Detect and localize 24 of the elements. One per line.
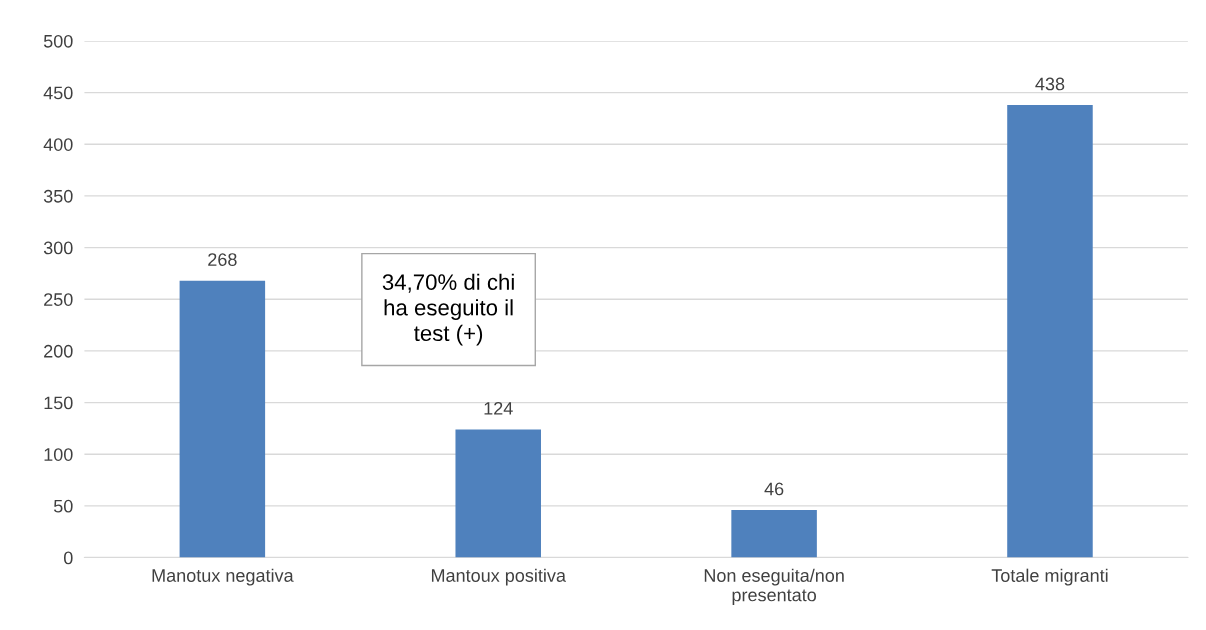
x-tick-label: Mantoux positiva <box>431 568 566 586</box>
data-label: 268 <box>208 253 237 266</box>
bar <box>455 429 541 558</box>
y-tick-label: 350 <box>43 189 73 203</box>
y-tick-label: 450 <box>43 86 73 100</box>
y-tick-label: 400 <box>43 138 73 151</box>
y-tick-label: 250 <box>44 293 73 306</box>
y-tick-label: 150 <box>44 396 73 410</box>
annotation: 34,70% di chi ha eseguito il test (+) <box>382 273 514 346</box>
bar <box>1007 105 1093 558</box>
y-tick-label: 50 <box>53 499 73 513</box>
y-tick-label: 100 <box>44 448 73 461</box>
bar <box>731 510 817 558</box>
y-tick-label: 300 <box>43 241 73 255</box>
y-tick-label: 0 <box>63 551 73 565</box>
y-tick-label: 500 <box>43 34 73 48</box>
bar <box>179 280 266 558</box>
x-tick-label: Non eseguita/non presentato <box>704 568 844 605</box>
data-label: 438 <box>1035 77 1065 91</box>
data-label: 124 <box>484 401 513 415</box>
x-tick-label: Manotux negativa <box>152 568 294 586</box>
x-tick-label: Totale migranti <box>991 568 1108 586</box>
y-tick-label: 200 <box>44 344 73 358</box>
data-label: 46 <box>764 482 784 496</box>
